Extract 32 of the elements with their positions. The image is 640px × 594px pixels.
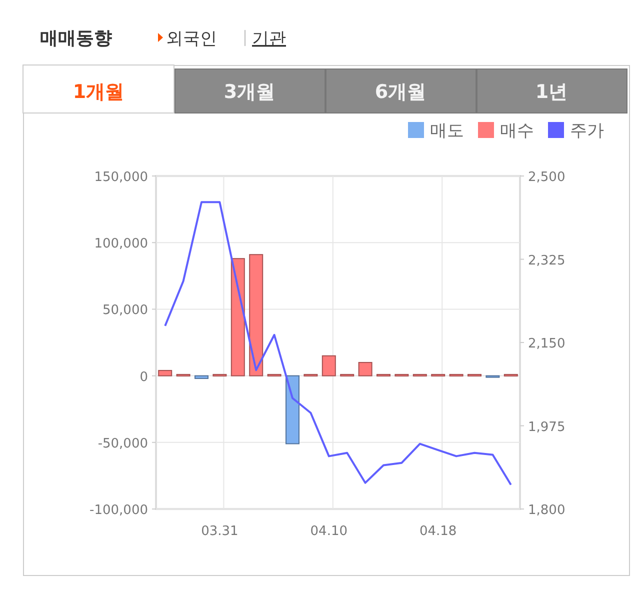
text: 외국인 xyxy=(166,29,217,49)
y2-tick-label: 2,325 xyxy=(528,253,566,268)
text: 기관 xyxy=(252,29,286,49)
bar xyxy=(194,375,208,379)
y2-tick-label: 1,800 xyxy=(528,503,566,518)
chart-title: 매매동향 xyxy=(40,28,112,49)
y-tick-label: -50,000 xyxy=(98,436,148,452)
bar xyxy=(158,370,172,376)
x-tick-label: 03.31 xyxy=(201,524,238,539)
y-tick-label: 0 xyxy=(140,370,148,385)
y-tick-label: -100,000 xyxy=(90,503,148,518)
line-series xyxy=(164,201,512,486)
y-tick-label: 50,000 xyxy=(102,303,148,318)
y2-tick-label: 1,975 xyxy=(528,420,566,435)
x-tick-label: 04.18 xyxy=(419,524,457,539)
legend-label: 매수 xyxy=(500,121,534,141)
text: 3개월 xyxy=(224,81,276,103)
bar xyxy=(358,362,372,376)
y-tick-label: 150,000 xyxy=(94,170,148,185)
y2-tick-label: 2,150 xyxy=(528,336,566,352)
text: 1년 xyxy=(535,81,568,103)
bar xyxy=(286,375,300,444)
bar xyxy=(230,258,245,376)
legend-label: 주가 xyxy=(570,121,604,141)
legend-label: 매도 xyxy=(430,121,464,141)
y2-tick-label: 2,500 xyxy=(528,170,566,185)
y-tick-label: 100,000 xyxy=(94,236,148,252)
text: 1개월 xyxy=(72,81,124,103)
bar xyxy=(249,254,264,376)
x-tick-label: 04.10 xyxy=(310,524,348,539)
text: 6개월 xyxy=(374,81,426,103)
bar xyxy=(322,355,336,376)
